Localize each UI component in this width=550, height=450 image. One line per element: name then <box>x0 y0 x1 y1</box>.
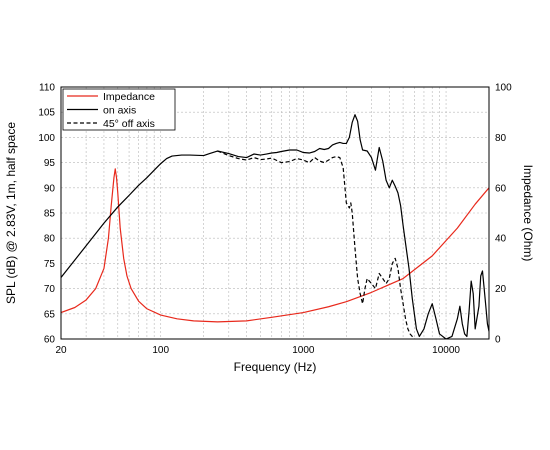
y-left-tick-label: 65 <box>44 309 56 320</box>
series-line-impedance <box>61 168 489 323</box>
y-left-tick-label: 95 <box>44 158 56 169</box>
legend-label-on-axis: on axis <box>103 105 136 117</box>
y-right-tick-label: 20 <box>495 284 507 295</box>
x-axis-title: Frequency (Hz) <box>234 360 317 374</box>
series-layer <box>61 114 489 339</box>
legend-label-impedance: Impedance <box>103 91 155 103</box>
y-left-tick-label: 100 <box>38 133 55 144</box>
series-line-on-axis <box>61 114 489 339</box>
y-left-tick-label: 90 <box>44 183 56 194</box>
tick-labels: 60 65 70 75 80 85 90 95 100 105 110 0 20 40 60 80 100 20 1… <box>38 83 512 357</box>
x-tick-label: 100 <box>152 345 169 356</box>
y-right-tick-label: 40 <box>495 234 507 245</box>
y-left-tick-label: 85 <box>44 209 56 220</box>
y-axis-right-title: Impedance (Ohm) <box>521 165 535 262</box>
legend-label-off-axis: 45° off axis <box>103 118 155 130</box>
x-tick-label: 10000 <box>432 345 460 356</box>
y-left-tick-label: 105 <box>38 108 55 119</box>
series-line-45-off-axis <box>217 150 415 339</box>
y-left-tick-label: 110 <box>39 83 55 94</box>
y-left-tick-label: 80 <box>44 234 56 245</box>
y-left-tick-label: 60 <box>44 335 56 346</box>
y-right-tick-label: 80 <box>495 133 507 144</box>
legend: Impedance on axis 45° off axis <box>62 88 176 131</box>
plot-frame <box>60 86 490 340</box>
y-left-tick-label: 75 <box>44 259 56 270</box>
y-right-tick-label: 100 <box>495 83 512 94</box>
x-tick-label: 20 <box>55 345 67 356</box>
y-right-tick-label: 0 <box>495 335 501 346</box>
y-axis-left-title: SPL (dB) @ 2.83V, 1m, half space <box>4 122 18 304</box>
y-right-tick-label: 60 <box>495 183 507 194</box>
y-left-tick-label: 70 <box>44 284 56 295</box>
x-tick-label: 1000 <box>292 345 315 356</box>
